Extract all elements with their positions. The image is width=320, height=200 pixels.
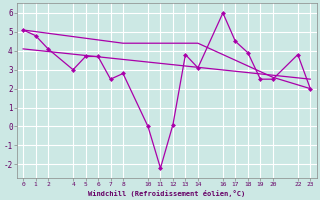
X-axis label: Windchill (Refroidissement éolien,°C): Windchill (Refroidissement éolien,°C) [88,190,245,197]
